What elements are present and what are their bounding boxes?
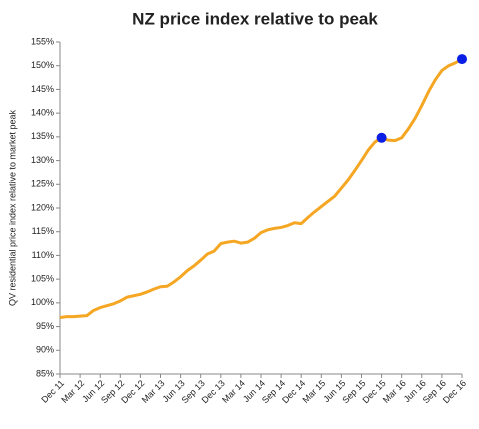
y-tick-label: 120%	[31, 202, 54, 212]
x-tick-label: Mar 13	[140, 378, 167, 405]
y-tick-label: 105%	[31, 274, 54, 284]
y-tick-label: 110%	[32, 250, 54, 260]
y-axis-title: QV residential price index relative to m…	[7, 109, 17, 306]
y-tick-label: 135%	[31, 131, 54, 141]
y-tick-label: 115%	[32, 226, 54, 236]
y-tick-label: 150%	[31, 60, 54, 70]
y-tick-label: 140%	[31, 108, 54, 118]
x-tick-label: Mar 15	[301, 378, 328, 405]
y-tick-label: 95%	[36, 321, 54, 331]
y-tick-label: 145%	[31, 84, 54, 94]
y-tick-label: 85%	[36, 368, 54, 378]
y-tick-label: 90%	[36, 345, 54, 355]
y-tick-label: 100%	[31, 297, 54, 307]
x-tick-label: Mar 16	[381, 378, 408, 405]
highlight-point	[457, 54, 467, 65]
chart-title: NZ price index relative to peak	[132, 9, 378, 28]
x-tick-label: Mar 12	[59, 378, 86, 405]
y-tick-label: 155%	[31, 36, 54, 46]
highlight-point	[376, 132, 387, 143]
y-tick-label: 125%	[31, 179, 54, 189]
x-tick-label: Mar 14	[220, 378, 247, 405]
y-tick-label: 130%	[31, 155, 54, 165]
line-series	[59, 57, 463, 320]
